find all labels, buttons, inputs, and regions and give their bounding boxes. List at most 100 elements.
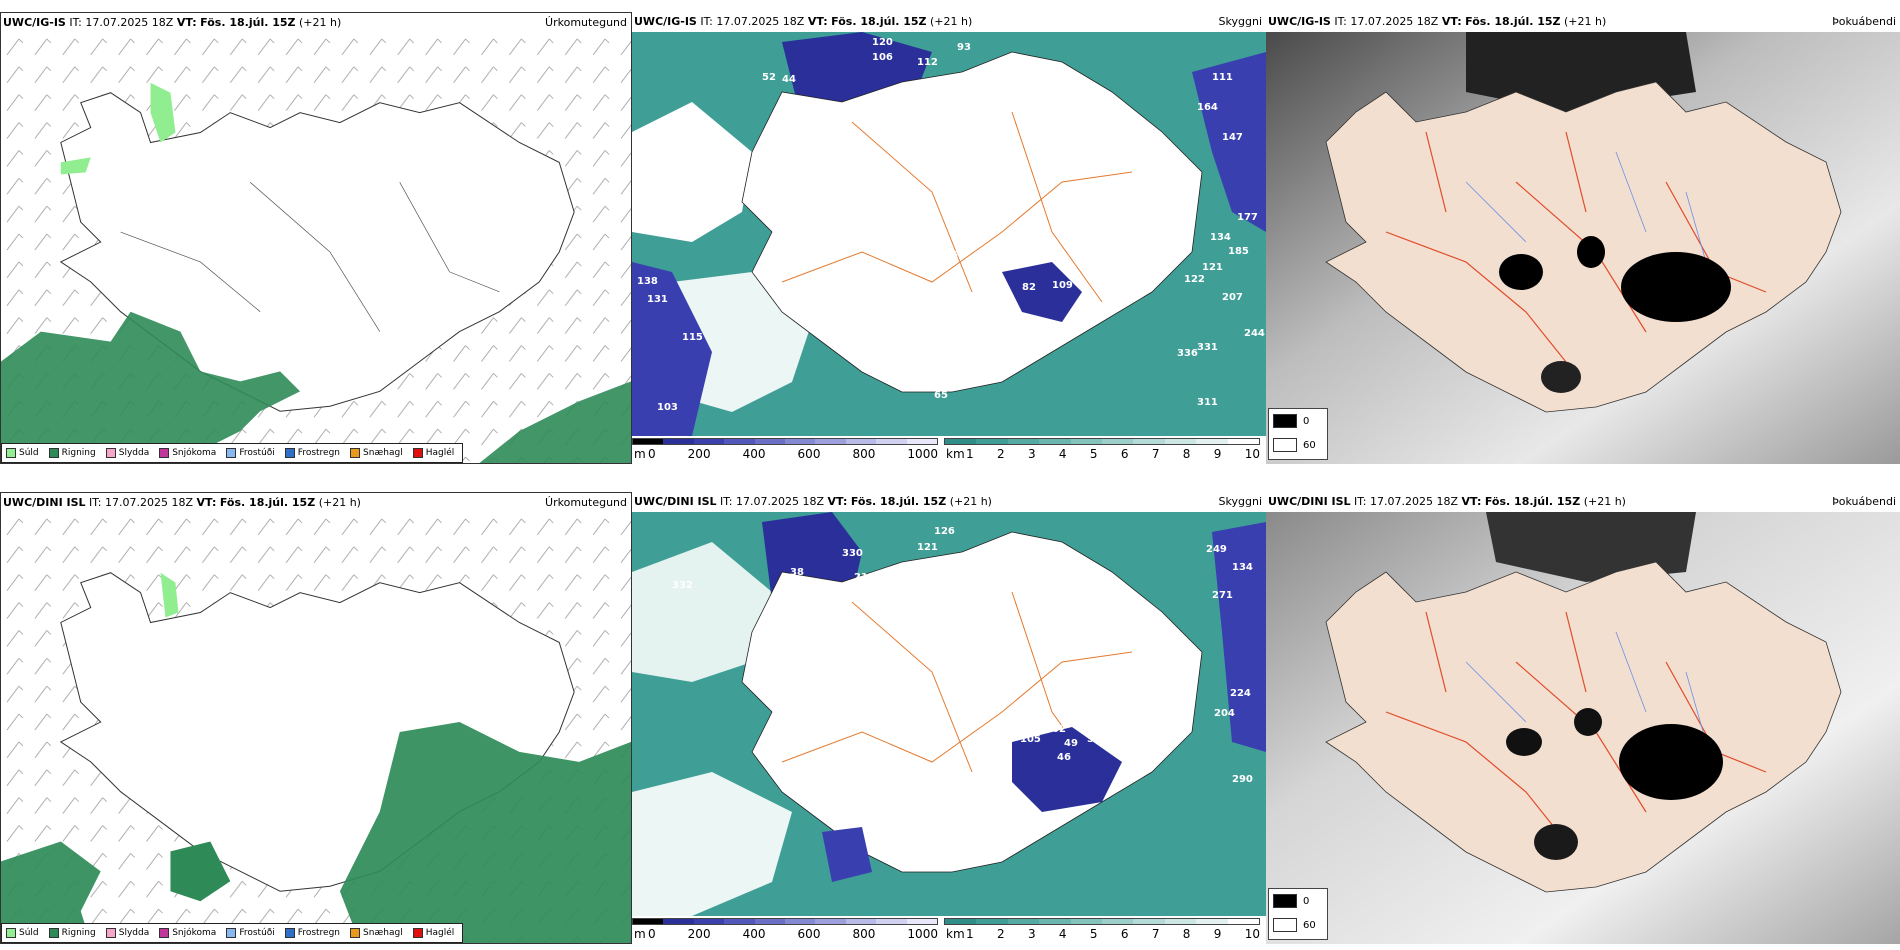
it-label: IT: [69,16,82,29]
legend-item: Snæhagl [350,448,403,458]
vis-label: 95 [876,706,890,717]
it-label: IT: [1354,495,1367,508]
vis-label: 67 [854,774,868,785]
fog-map [1266,32,1900,464]
vis-label: 38 [790,567,804,578]
it-value: 17.07.2025 18Z [85,16,174,29]
legend-item: Frostúði [226,928,275,938]
precip-map [1,513,631,943]
legend-item: Rigning [48,448,96,458]
vt-value: Fös. 18.júl. 15Z [1465,15,1561,28]
vt-label: VT: [176,16,197,29]
vt-label: VT: [1461,495,1482,508]
panel-header: UWC/IG-IS IT: 17.07.2025 18Z VT: Fös. 18… [632,12,1266,32]
lead-time: (+21 h) [299,16,342,29]
vis-label: 120 [872,37,893,48]
vis-label: 35 [802,132,816,143]
vis-label: 271 [1212,590,1233,601]
vt-label: VT: [827,495,848,508]
vt-value: Fös. 18.júl. 15Z [850,495,947,508]
panel-precip-type-igis: UWC/IG-IS IT: 17.07.2025 18Z VT: Fös. 18… [0,12,632,464]
fog-legend-item: 60 [1269,433,1327,457]
vt-label: VT: [196,496,217,509]
colorbar-ticks: 0 200 400 600 800 1000 [648,447,938,461]
vis-label: 40 [797,162,811,173]
vis-label: 332 [672,580,693,591]
vt-value: Fös. 18.júl. 15Z [831,15,927,28]
panel-precip-type-dini: UWC/DINI ISL IT: 17.07.2025 18Z VT: Fös.… [0,492,632,944]
vis-label: 185 [1228,246,1249,257]
it-value: 17.07.2025 18Z [1350,15,1439,28]
legend-item: Súld [6,928,39,938]
legend-item: Snjókoma [159,928,216,938]
vis-label: 52 [762,72,776,83]
panel-title: Skyggni [1218,15,1262,28]
legend-item: Frostúði [226,448,275,458]
fog-legend-item: 60 [1269,913,1327,937]
legend-item: Rigning [48,928,96,938]
vis-label: 311 [1197,397,1218,408]
model-name: UWC/DINI ISL [3,496,86,509]
vis-label: 50 [807,192,821,203]
vis-label: 105 [1020,734,1041,745]
panel-header: UWC/DINI ISL IT: 17.07.2025 18Z VT: Fös.… [632,492,1266,512]
vis-label: 177 [1237,212,1258,223]
vis-label: 82 [1022,282,1036,293]
colorbar-unit: m [634,447,646,461]
vis-label: 103 [657,402,678,413]
vis-label: 164 [1197,102,1218,113]
colorbar-unit: km [946,447,965,461]
visibility-m-colorbar: m 0 200 400 600 800 1000 [632,916,938,944]
legend-item: Snjókoma [159,448,216,458]
vis-label: 225 [970,352,991,363]
precip-type-legend: Súld Rigning Slydda Snjókoma Frostúði Fr… [1,923,463,943]
legend-item: Haglél [412,928,454,938]
vt-value: Fös. 18.júl. 15Z [200,16,296,29]
lead-time: (+21 h) [930,15,973,28]
vis-label: 65 [934,390,948,401]
panel-fog-dini: UWC/DINI ISL IT: 17.07.2025 18Z VT: Fös.… [1266,492,1900,944]
vt-value: Fös. 18.júl. 15Z [1484,495,1581,508]
panel-header: UWC/IG-IS IT: 17.07.2025 18Z VT: Fös. 18… [1266,12,1900,32]
vis-label: 224 [1230,688,1251,699]
it-value: 17.07.2025 18Z [716,15,805,28]
legend-item: Slydda [105,928,149,938]
lead-time: (+21 h) [949,495,992,508]
vt-label: VT: [1441,15,1462,28]
vis-label: 54 [882,272,896,283]
vis-label: 331 [1197,342,1218,353]
fog-legend-item: 0 [1269,889,1327,913]
panel-visibility-dini: UWC/DINI ISL IT: 17.07.2025 18Z VT: Fös.… [632,492,1266,944]
legend-item: Slydda [105,448,149,458]
colorbar-unit: m [634,927,646,941]
vis-label: 126 [934,526,955,537]
vis-label: 122 [1184,274,1205,285]
precip-map [1,33,631,463]
legend-item: Frostregn [284,448,340,458]
panel-title: Þokuábendi [1832,15,1896,28]
colorbar-ticks: 1 2 3 4 5 6 7 8 9 10 [966,447,1260,461]
vis-label: 131 [647,294,668,305]
panel-header: UWC/DINI ISL IT: 17.07.2025 18Z VT: Fös.… [1,493,631,513]
panel-header: UWC/DINI ISL IT: 17.07.2025 18Z VT: Fös.… [1266,492,1900,512]
it-value: 17.07.2025 18Z [105,496,194,509]
colorbar-ticks: 0 200 400 600 800 1000 [648,927,938,941]
vt-label: VT: [807,15,828,28]
visibility-km-colorbar: km 1 2 3 4 5 6 7 8 9 10 [944,916,1260,944]
panel-title: Þokuábendi [1832,495,1896,508]
vis-label: 43 [852,802,866,813]
vis-label: 46 [1057,752,1071,763]
colorbar-unit: km [946,927,965,941]
vis-label: 62 [1052,724,1066,735]
it-label: IT: [89,496,102,509]
fog-legend-item: 0 [1269,409,1327,433]
vis-label: 244 [1244,328,1265,339]
it-label: IT: [1334,15,1347,28]
legend-item: Súld [6,448,39,458]
legend-item: Snæhagl [350,928,403,938]
vis-label: 90 [944,692,958,703]
vis-label: 53 [832,232,846,243]
panel-visibility-igis: UWC/IG-IS IT: 17.07.2025 18Z VT: Fös. 18… [632,12,1266,464]
vis-label: 134 [1210,232,1231,243]
vis-label: 109 [1052,280,1073,291]
